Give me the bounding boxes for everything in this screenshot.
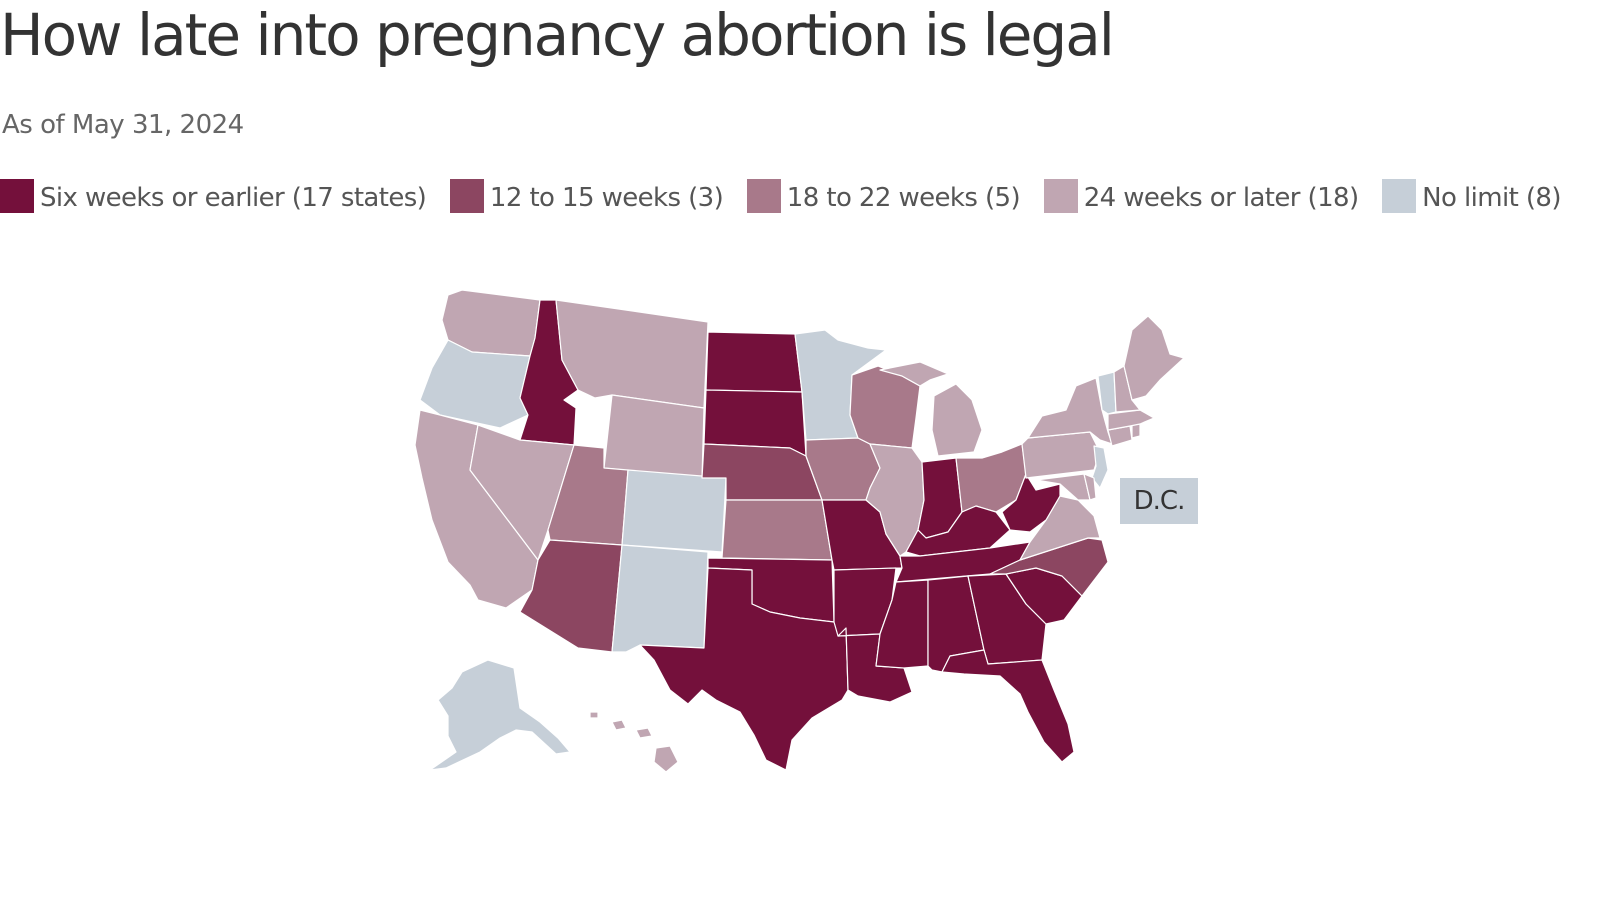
state-TX[interactable] xyxy=(639,567,849,771)
legend-item-12-to-15-weeks: 12 to 15 weeks (3) xyxy=(449,179,724,213)
legend: Six weeks or earlier (17 states) 12 to 1… xyxy=(0,176,1590,220)
legend-item-24-weeks-or-later: 24 weeks or later (18) xyxy=(1043,179,1359,213)
chart-title: How late into pregnancy abortion is lega… xyxy=(0,1,1115,69)
legend-label: No limit (8) xyxy=(1422,183,1561,213)
dc-label-box[interactable]: D.C. xyxy=(1120,478,1198,524)
legend-swatch xyxy=(1043,179,1078,213)
legend-swatch xyxy=(1382,179,1417,213)
state-KS[interactable] xyxy=(721,499,833,561)
state-PA[interactable] xyxy=(1021,431,1101,479)
legend-swatch xyxy=(746,179,781,213)
state-OR[interactable] xyxy=(419,339,531,429)
legend-label: 12 to 15 weeks (3) xyxy=(489,183,724,213)
state-MA[interactable] xyxy=(1107,409,1155,431)
state-ND[interactable] xyxy=(705,331,803,393)
state-RI[interactable] xyxy=(1131,423,1141,439)
state-FL[interactable] xyxy=(941,649,1075,763)
state-ME[interactable] xyxy=(1123,315,1185,401)
legend-item-six-weeks: Six weeks or earlier (17 states) xyxy=(0,179,427,213)
state-WY[interactable] xyxy=(603,394,705,479)
state-AK[interactable] xyxy=(429,659,571,771)
dc-label: D.C. xyxy=(1133,486,1186,516)
legend-label: Six weeks or earlier (17 states) xyxy=(40,183,427,213)
legend-item-no-limit: No limit (8) xyxy=(1382,179,1561,213)
state-HI[interactable] xyxy=(589,711,679,773)
chart-subtitle: As of May 31, 2024 xyxy=(2,110,244,140)
legend-item-18-to-22-weeks: 18 to 22 weeks (5) xyxy=(746,179,1021,213)
state-VT[interactable] xyxy=(1097,371,1117,415)
legend-swatch xyxy=(0,179,34,213)
state-CO[interactable] xyxy=(621,469,727,553)
state-MI[interactable] xyxy=(879,361,983,457)
state-NH[interactable] xyxy=(1113,365,1141,413)
state-NM[interactable] xyxy=(611,544,709,653)
state-MT[interactable] xyxy=(555,299,709,409)
state-MD[interactable] xyxy=(1035,473,1091,501)
legend-label: 18 to 22 weeks (5) xyxy=(786,183,1021,213)
state-NJ[interactable] xyxy=(1091,445,1109,489)
legend-label: 24 weeks or later (18) xyxy=(1083,183,1359,213)
legend-swatch xyxy=(449,179,484,213)
state-DE[interactable] xyxy=(1083,473,1097,501)
state-WV[interactable] xyxy=(1001,473,1061,533)
